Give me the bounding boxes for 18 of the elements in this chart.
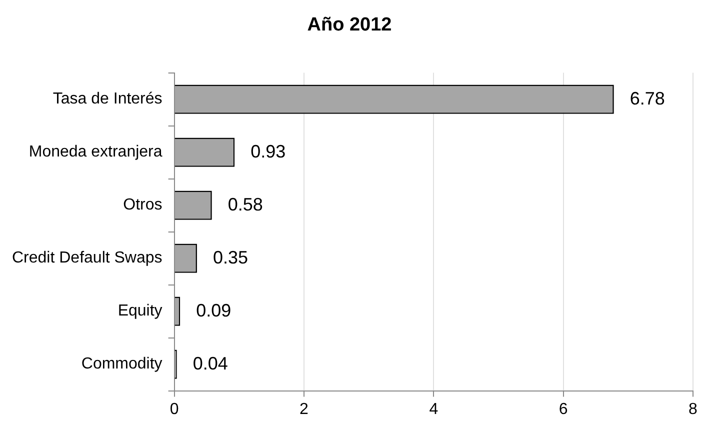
y-tick-label: Moneda extranjera: [28, 144, 162, 161]
chart-title: Año 2012: [307, 14, 392, 36]
y-tick-label: Equity: [118, 302, 162, 320]
x-tick-label: 6: [558, 400, 568, 418]
data-label: 0.35: [212, 247, 248, 268]
x-tick-label: 0: [170, 400, 179, 418]
y-tick-label: Tasa de Interés: [52, 90, 162, 108]
data-label: 0.58: [228, 194, 263, 214]
x-tick-label: 2: [300, 400, 309, 418]
x-tick-label: 8: [688, 400, 698, 418]
x-tick-label: 4: [429, 400, 438, 418]
y-tick-label: Credit Default Swaps: [12, 250, 162, 267]
data-label: 6.78: [630, 88, 665, 108]
y-tick-label: Otros: [123, 196, 162, 214]
data-label: 0.09: [196, 300, 232, 320]
y-tick-label: Commodity: [81, 356, 162, 373]
data-label: 0.93: [250, 141, 286, 162]
data-label: 0.04: [192, 353, 228, 374]
